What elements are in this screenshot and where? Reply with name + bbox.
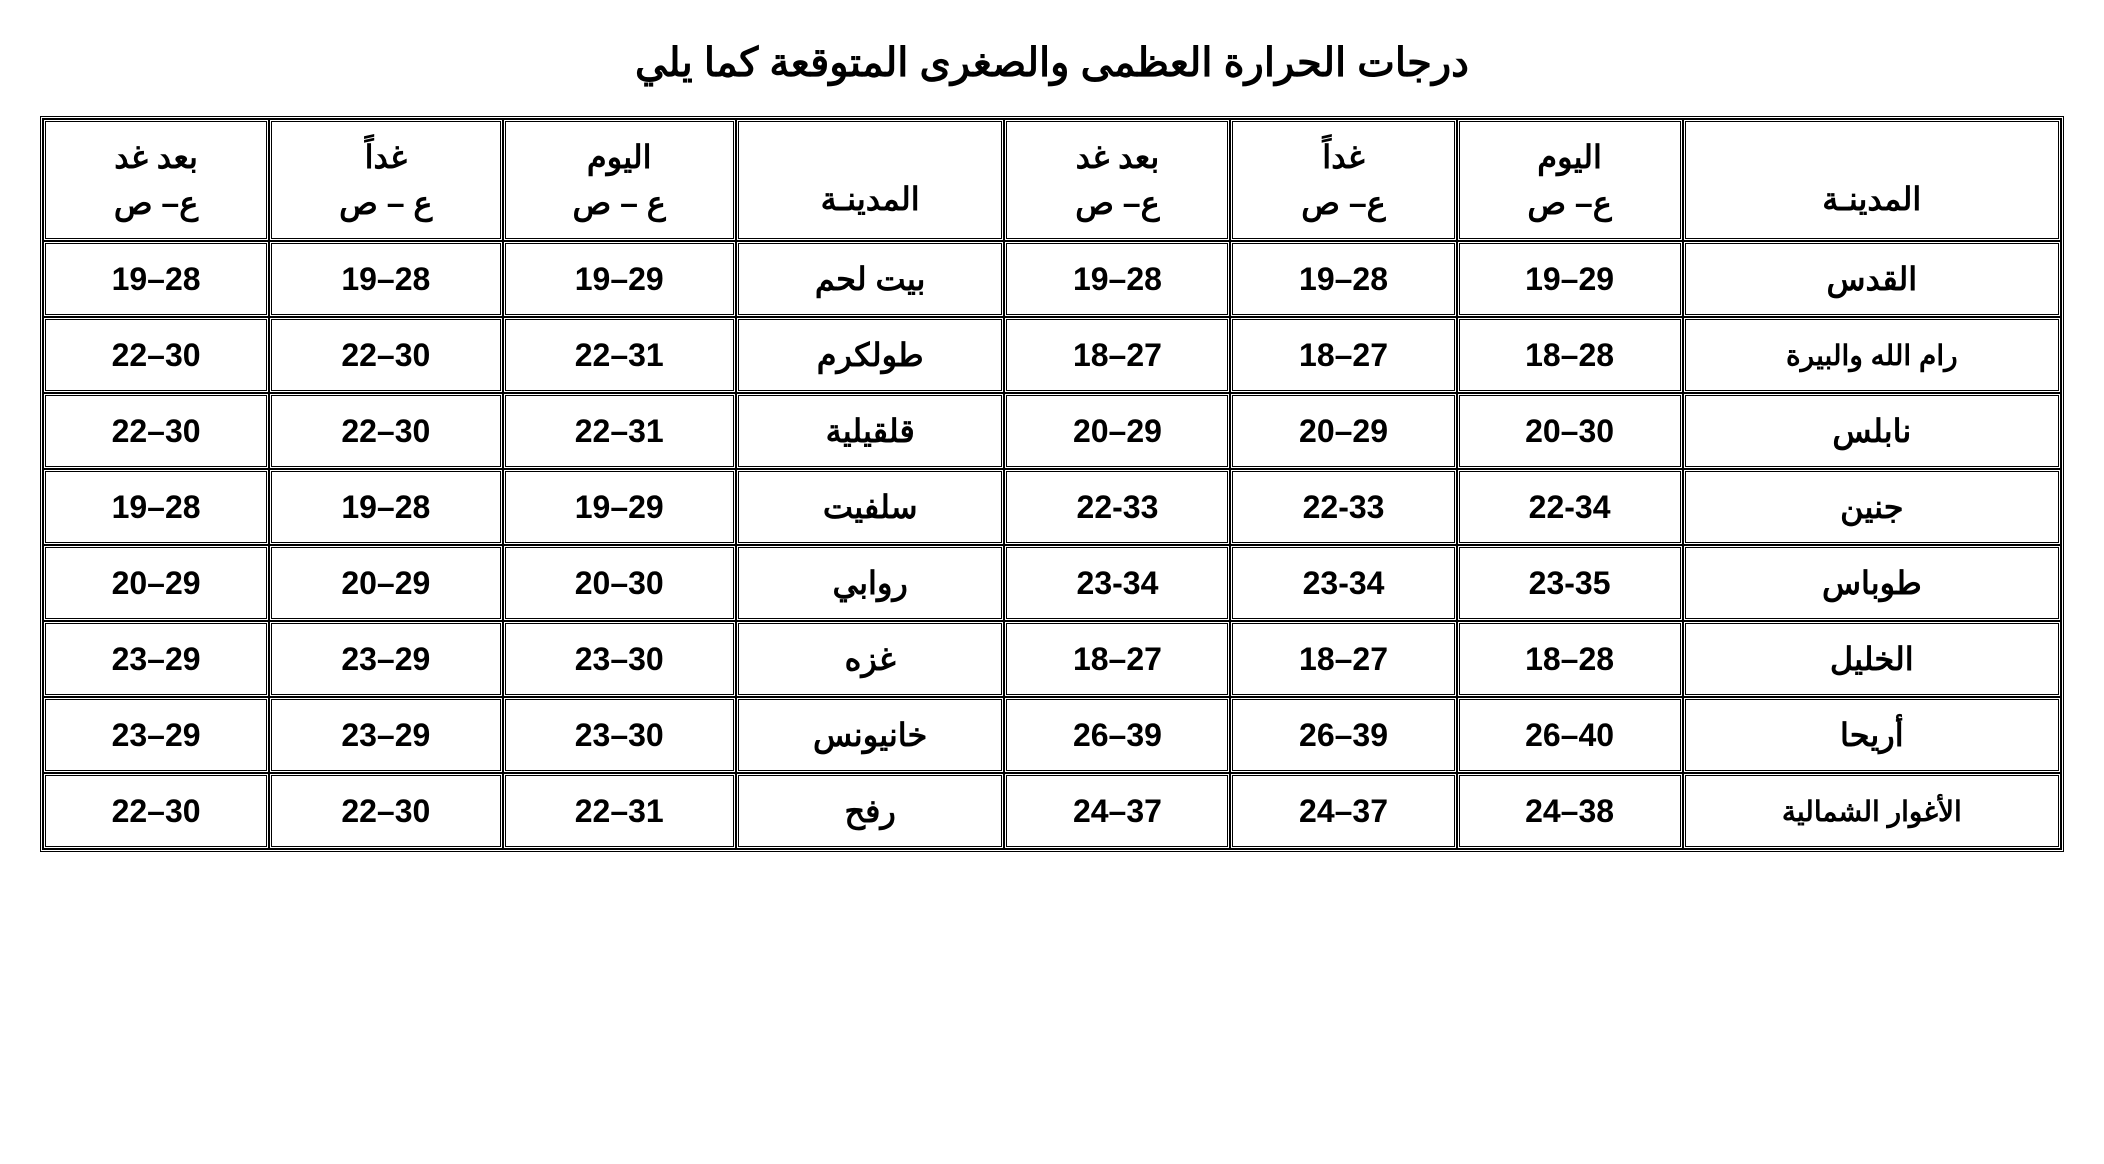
today-cell: 19–29 <box>1457 241 1683 317</box>
city-cell: بيت لحم <box>736 241 1005 317</box>
after-cell: 19–28 <box>43 469 269 545</box>
header-after-right: بعد غد ع– ص <box>1004 119 1230 241</box>
today-cell: 22–31 <box>503 393 736 469</box>
after-cell: 18–27 <box>1004 317 1230 393</box>
table-row: الأغوار الشمالية24–3824–3724–37رفح22–312… <box>43 773 2061 849</box>
after-cell: 23–29 <box>43 697 269 773</box>
city-cell: أريحا <box>1683 697 2061 773</box>
city-cell: رام الله والبيرة <box>1683 317 2061 393</box>
today-cell: 23–30 <box>503 621 736 697</box>
header-today-right: اليوم ع– ص <box>1457 119 1683 241</box>
table-row: نابلس20–3020–2920–29قلقيلية22–3122–3022–… <box>43 393 2061 469</box>
after-label: بعد غد <box>1027 138 1207 176</box>
tomorrow-cell: 19–28 <box>269 241 502 317</box>
after-cell: 24–37 <box>1004 773 1230 849</box>
after-cell: 22–30 <box>43 773 269 849</box>
after-cell: 18–27 <box>1004 621 1230 697</box>
table-row: جنين22-3422-3322-33سلفيت19–2919–2819–28 <box>43 469 2061 545</box>
tomorrow-cell: 23–29 <box>269 697 502 773</box>
temp-sub: ع– ص <box>1027 184 1207 222</box>
today-cell: 23-35 <box>1457 545 1683 621</box>
tomorrow-cell: 18–27 <box>1230 317 1456 393</box>
after-cell: 26–39 <box>1004 697 1230 773</box>
temp-sub: ع– ص <box>1253 184 1433 222</box>
today-cell: 19–29 <box>503 469 736 545</box>
tomorrow-cell: 22–30 <box>269 773 502 849</box>
tomorrow-cell: 22–30 <box>269 393 502 469</box>
city-label: المدينـة <box>1822 181 1921 217</box>
tomorrow-cell: 20–29 <box>269 545 502 621</box>
temp-sub: ع– ص <box>1480 184 1660 222</box>
after-cell: 22–30 <box>43 317 269 393</box>
temp-sub: ع – ص <box>526 184 713 222</box>
today-cell: 20–30 <box>1457 393 1683 469</box>
after-cell: 22-33 <box>1004 469 1230 545</box>
today-cell: 18–28 <box>1457 621 1683 697</box>
city-cell: الخليل <box>1683 621 2061 697</box>
table-row: القدس19–2919–2819–28بيت لحم19–2919–2819–… <box>43 241 2061 317</box>
today-cell: 23–30 <box>503 697 736 773</box>
tomorrow-cell: 23–29 <box>269 621 502 697</box>
after-cell: 20–29 <box>43 545 269 621</box>
tomorrow-cell: 19–28 <box>269 469 502 545</box>
today-label: اليوم <box>526 138 713 176</box>
after-cell: 22–30 <box>43 393 269 469</box>
city-cell: طولكرم <box>736 317 1005 393</box>
today-cell: 22–31 <box>503 773 736 849</box>
header-after-left: بعد غد ع– ص <box>43 119 269 241</box>
tomorrow-label: غداً <box>1253 138 1433 176</box>
temp-sub: ع– ص <box>66 184 246 222</box>
today-cell: 20–30 <box>503 545 736 621</box>
weather-table-container: درجات الحرارة العظمى والصغرى المتوقعة كم… <box>40 40 2064 852</box>
today-cell: 22-34 <box>1457 469 1683 545</box>
after-cell: 20–29 <box>1004 393 1230 469</box>
table-row: رام الله والبيرة18–2818–2718–27طولكرم22–… <box>43 317 2061 393</box>
tomorrow-cell: 18–27 <box>1230 621 1456 697</box>
city-cell: روابي <box>736 545 1005 621</box>
header-tomorrow-right: غداً ع– ص <box>1230 119 1456 241</box>
table-row: الخليل18–2818–2718–27غزه23–3023–2923–29 <box>43 621 2061 697</box>
city-cell: جنين <box>1683 469 2061 545</box>
header-today-left: اليوم ع – ص <box>503 119 736 241</box>
city-cell: رفح <box>736 773 1005 849</box>
today-cell: 18–28 <box>1457 317 1683 393</box>
tomorrow-cell: 22-33 <box>1230 469 1456 545</box>
city-cell: الأغوار الشمالية <box>1683 773 2061 849</box>
after-cell: 23–29 <box>43 621 269 697</box>
tomorrow-cell: 24–37 <box>1230 773 1456 849</box>
today-label: اليوم <box>1480 138 1660 176</box>
tomorrow-cell: 20–29 <box>1230 393 1456 469</box>
table-row: أريحا26–4026–3926–39خانيونس23–3023–2923–… <box>43 697 2061 773</box>
tomorrow-cell: 19–28 <box>1230 241 1456 317</box>
header-row: المدينـة اليوم ع– ص غداً ع– ص بعد غد ع– … <box>43 119 2061 241</box>
table-title: درجات الحرارة العظمى والصغرى المتوقعة كم… <box>40 40 2064 86</box>
city-cell: طوباس <box>1683 545 2061 621</box>
today-cell: 19–29 <box>503 241 736 317</box>
city-cell: قلقيلية <box>736 393 1005 469</box>
header-city-left: المدينـة <box>736 119 1005 241</box>
today-cell: 24–38 <box>1457 773 1683 849</box>
city-cell: خانيونس <box>736 697 1005 773</box>
header-city-right: المدينـة <box>1683 119 2061 241</box>
after-cell: 23-34 <box>1004 545 1230 621</box>
tomorrow-cell: 26–39 <box>1230 697 1456 773</box>
table-body: القدس19–2919–2819–28بيت لحم19–2919–2819–… <box>43 241 2061 849</box>
city-label: المدينـة <box>821 181 920 217</box>
tomorrow-cell: 22–30 <box>269 317 502 393</box>
temperature-table: المدينـة اليوم ع– ص غداً ع– ص بعد غد ع– … <box>40 116 2064 852</box>
after-cell: 19–28 <box>1004 241 1230 317</box>
after-cell: 19–28 <box>43 241 269 317</box>
city-cell: غزه <box>736 621 1005 697</box>
tomorrow-label: غداً <box>292 138 479 176</box>
today-cell: 26–40 <box>1457 697 1683 773</box>
city-cell: نابلس <box>1683 393 2061 469</box>
tomorrow-cell: 23-34 <box>1230 545 1456 621</box>
header-tomorrow-left: غداً ع – ص <box>269 119 502 241</box>
table-row: طوباس23-3523-3423-34روابي20–3020–2920–29 <box>43 545 2061 621</box>
today-cell: 22–31 <box>503 317 736 393</box>
city-cell: سلفيت <box>736 469 1005 545</box>
after-label: بعد غد <box>66 138 246 176</box>
city-cell: القدس <box>1683 241 2061 317</box>
temp-sub: ع – ص <box>292 184 479 222</box>
